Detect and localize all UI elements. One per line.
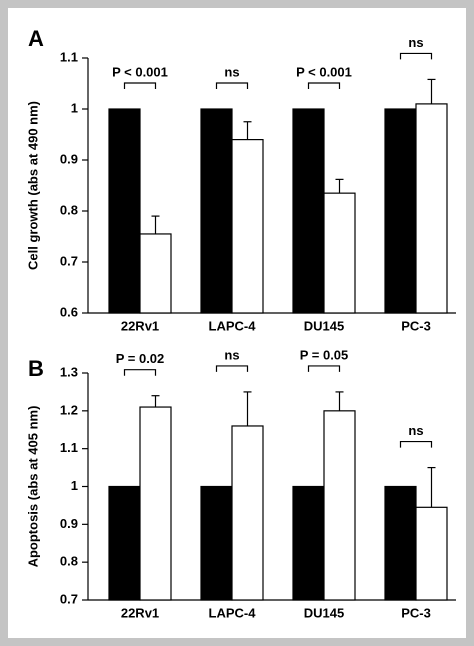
bar xyxy=(231,139,264,314)
annotation: ns xyxy=(224,64,239,79)
y-tick-label: 1.1 xyxy=(60,49,78,64)
annotation: ns xyxy=(408,423,423,438)
annotation: P = 0.05 xyxy=(300,347,349,362)
bar xyxy=(415,103,448,314)
bar xyxy=(292,485,325,601)
error-bar xyxy=(151,215,160,234)
error-bar xyxy=(243,121,252,140)
bracket xyxy=(123,82,157,89)
bar xyxy=(108,108,141,314)
y-tick-label: 1.3 xyxy=(60,364,78,379)
x-tick-label: LAPC-4 xyxy=(209,605,257,620)
annotation: P < 0.001 xyxy=(112,64,168,79)
bracket xyxy=(307,365,341,372)
bracket xyxy=(123,369,157,376)
bar xyxy=(384,108,417,314)
x-tick-label: 22Rv1 xyxy=(121,605,159,620)
y-tick-label: 1.2 xyxy=(60,402,78,417)
x-tick-label: DU145 xyxy=(304,318,344,333)
y-tick-label: 0.7 xyxy=(60,591,78,606)
bar xyxy=(323,192,356,314)
error-bar xyxy=(335,391,344,411)
y-tick-label: 0.9 xyxy=(60,516,78,531)
annotation: ns xyxy=(408,35,423,50)
x-tick-label: 22Rv1 xyxy=(121,318,159,333)
bracket xyxy=(215,82,249,89)
y-tick-label: 1.1 xyxy=(60,440,78,455)
error-bar xyxy=(243,391,252,426)
panel-label: A xyxy=(28,26,44,51)
panel-label: B xyxy=(28,356,44,381)
y-tick-label: 0.6 xyxy=(60,304,78,319)
bar xyxy=(108,485,141,601)
y-tick-label: 1 xyxy=(71,100,78,115)
error-bar xyxy=(427,78,436,104)
y-tick-label: 1 xyxy=(71,478,78,493)
error-bar xyxy=(151,395,160,408)
bar xyxy=(415,506,448,601)
bar xyxy=(139,406,172,601)
bar xyxy=(323,410,356,601)
bar xyxy=(200,485,233,601)
y-axis-label: Cell growth (abs at 490 nm) xyxy=(25,101,40,270)
y-axis-label: Apoptosis (abs at 405 nm) xyxy=(25,406,40,568)
bar xyxy=(292,108,325,314)
y-tick-label: 0.8 xyxy=(60,554,78,569)
y-tick-label: 0.8 xyxy=(60,202,78,217)
y-tick-label: 0.7 xyxy=(60,253,78,268)
x-tick-label: PC-3 xyxy=(401,605,431,620)
y-tick-label: 0.9 xyxy=(60,151,78,166)
x-tick-label: PC-3 xyxy=(401,318,431,333)
bar xyxy=(200,108,233,314)
annotation: P < 0.001 xyxy=(296,64,352,79)
bracket xyxy=(307,82,341,89)
error-bar xyxy=(335,178,344,194)
annotation: ns xyxy=(224,347,239,362)
error-bar xyxy=(427,466,436,508)
bracket xyxy=(399,440,433,448)
bar xyxy=(384,485,417,601)
bracket xyxy=(215,365,249,372)
x-tick-label: DU145 xyxy=(304,605,344,620)
x-tick-label: LAPC-4 xyxy=(209,318,257,333)
bar xyxy=(139,233,172,314)
bracket xyxy=(399,52,433,60)
annotation: P = 0.02 xyxy=(116,351,165,366)
bar xyxy=(231,425,264,601)
